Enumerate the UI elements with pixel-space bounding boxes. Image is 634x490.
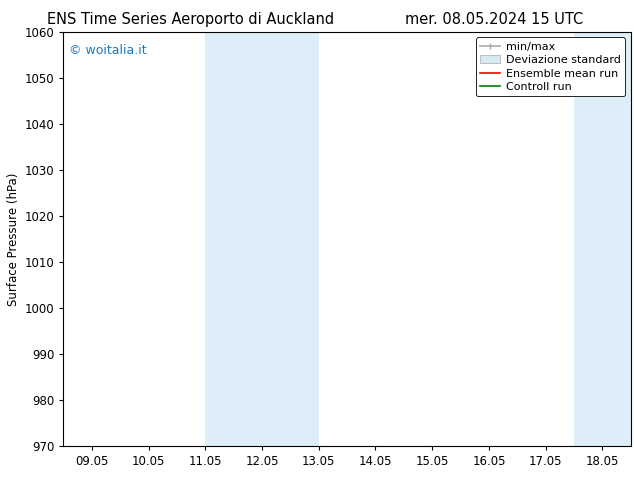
Bar xyxy=(602,32,631,446)
Bar xyxy=(574,32,602,446)
Bar xyxy=(262,32,319,446)
Text: mer. 08.05.2024 15 UTC: mer. 08.05.2024 15 UTC xyxy=(405,12,584,27)
Legend: min/max, Deviazione standard, Ensemble mean run, Controll run: min/max, Deviazione standard, Ensemble m… xyxy=(476,37,625,97)
Text: ENS Time Series Aeroporto di Auckland: ENS Time Series Aeroporto di Auckland xyxy=(47,12,333,27)
Text: © woitalia.it: © woitalia.it xyxy=(69,44,146,57)
Y-axis label: Surface Pressure (hPa): Surface Pressure (hPa) xyxy=(8,172,20,306)
Bar xyxy=(205,32,262,446)
